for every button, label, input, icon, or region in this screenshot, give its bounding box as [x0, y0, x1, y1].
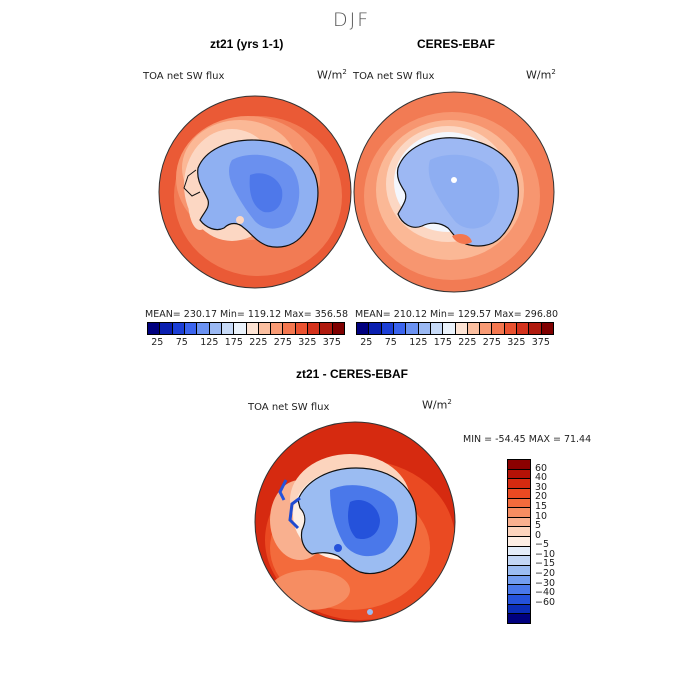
diff-colorbar-swatch [508, 479, 530, 489]
colorbar-swatch [369, 323, 382, 334]
colorbar-tick-label: 325 [298, 337, 317, 348]
diff-colorbar-swatch [508, 546, 530, 557]
colorbar-swatch [148, 323, 161, 334]
colorbar-tick-label: 175 [433, 337, 452, 348]
panel-2-stats: MEAN= 210.12 Min= 129.57 Max= 296.80 [355, 309, 559, 320]
colorbar-tick-label: 25 [151, 337, 164, 348]
diff-colorbar-tick-label: 30 [535, 481, 548, 493]
panel-2-variable: TOA net SW flux [353, 71, 435, 82]
diff-colorbar-tick-label: −15 [535, 558, 556, 570]
colorbar-tick-label: 225 [458, 337, 477, 348]
colorbar-swatch [172, 323, 185, 334]
diff-colorbar-tick-label: −5 [535, 539, 550, 551]
colorbar-swatch [455, 323, 468, 334]
colorbar-swatch [184, 323, 198, 334]
colorbar-swatch [332, 323, 344, 334]
diff-variable: TOA net SW flux [248, 402, 330, 413]
figure-title: DJF [333, 9, 371, 31]
colorbar-swatch [246, 323, 259, 334]
panel-1-variable: TOA net SW flux [143, 71, 225, 82]
diff-units: W/m2 [422, 398, 452, 412]
colorbar-swatch [406, 323, 419, 334]
diff-colorbar-tick-label: −30 [535, 577, 556, 589]
colorbar-tick-label: 175 [224, 337, 243, 348]
colorbar-swatch [541, 323, 553, 334]
colorbar-swatch [430, 323, 444, 334]
diff-colorbar-tick-label: −60 [535, 596, 556, 608]
colorbar-tick-label: 375 [531, 337, 550, 348]
diff-colorbar-tick-label: 0 [535, 529, 542, 541]
diff-colorbar-tick-label: 20 [535, 491, 548, 503]
diff-colorbar-swatch [508, 469, 530, 480]
colorbar-swatch [393, 323, 407, 334]
colorbar-swatch [258, 323, 272, 334]
colorbar-swatch [197, 323, 210, 334]
colorbar-tick-label: 375 [322, 337, 341, 348]
colorbar-swatch [160, 323, 173, 334]
panel-1-title: zt21 (yrs 1-1) [210, 37, 284, 51]
colorbar-swatch [283, 323, 296, 334]
panel-1-units: W/m2 [317, 68, 347, 82]
colorbar-swatch [443, 323, 456, 334]
colorbar-swatch [517, 323, 530, 334]
diff-colorbar-swatch [508, 594, 530, 605]
colorbar-tick-label: 275 [482, 337, 501, 348]
diff-colorbar-swatch [508, 537, 530, 547]
diff-colorbar-tick-label: −10 [535, 548, 556, 560]
diff-colorbar-swatch [508, 488, 530, 499]
diff-colorbar-tick-label: 40 [535, 472, 548, 484]
colorbar-swatch [467, 323, 481, 334]
colorbar-swatch [381, 323, 394, 334]
colorbar-swatch [529, 323, 542, 334]
diff-colorbar-tick-label: −20 [535, 568, 556, 580]
diff-colorbar-tick-label: −40 [535, 587, 556, 599]
diff-colorbar-swatch [508, 460, 530, 470]
colorbar-tick-label: 225 [249, 337, 268, 348]
panel-2-colorbar [356, 322, 554, 335]
colorbar-tick-label: 75 [384, 337, 397, 348]
diff-colorbar-swatch [508, 517, 530, 528]
diff-colorbar-swatch [508, 575, 530, 586]
diff-colorbar-swatch [508, 498, 530, 509]
diff-colorbar-swatch [508, 527, 530, 538]
colorbar-swatch [320, 323, 333, 334]
diff-colorbar-swatch [508, 604, 530, 615]
diff-colorbar-swatch [508, 566, 530, 576]
colorbar-swatch [234, 323, 247, 334]
colorbar-tick-label: 125 [409, 337, 428, 348]
diff-title: zt21 - CERES-EBAF [296, 367, 409, 381]
panel-2-title: CERES-EBAF [417, 37, 496, 51]
colorbar-swatch [357, 323, 370, 334]
panel-2-units: W/m2 [526, 68, 556, 82]
diff-colorbar-tick-label: 60 [535, 462, 548, 474]
diff-colorbar-tick-label: 5 [535, 520, 542, 532]
colorbar-swatch [271, 323, 284, 334]
colorbar-swatch [209, 323, 222, 334]
colorbar-tick-label: 125 [200, 337, 219, 348]
colorbar-swatch [295, 323, 309, 334]
colorbar-swatch [221, 323, 235, 334]
colorbar-tick-label: 75 [175, 337, 188, 348]
panel-1-stats: MEAN= 230.17 Min= 119.12 Max= 356.58 [145, 309, 349, 320]
diff-colorbar-swatch [508, 556, 530, 567]
diff-colorbar-tick-label: 15 [535, 500, 548, 512]
colorbar-swatch [308, 323, 321, 334]
diff-colorbar-tick-label: 10 [535, 510, 548, 522]
diff-colorbar [507, 459, 531, 624]
colorbar-swatch [504, 323, 518, 334]
colorbar-tick-label: 275 [273, 337, 292, 348]
diff-colorbar-swatch [508, 614, 530, 623]
colorbar-swatch [480, 323, 493, 334]
colorbar-tick-label: 25 [360, 337, 373, 348]
colorbar-swatch [418, 323, 431, 334]
diff-colorbar-swatch [508, 585, 530, 595]
panel-1-colorbar [147, 322, 345, 335]
colorbar-tick-label: 325 [507, 337, 526, 348]
colorbar-swatch [492, 323, 505, 334]
diff-stats: MIN = -54.45 MAX = 71.44 [463, 434, 592, 445]
diff-colorbar-swatch [508, 508, 530, 518]
